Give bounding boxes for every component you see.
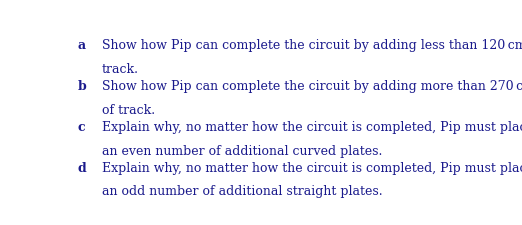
Text: Explain why, no matter how the circuit is completed, Pip must place: Explain why, no matter how the circuit i… — [102, 161, 522, 174]
Text: c: c — [77, 121, 85, 133]
Text: of track.: of track. — [102, 103, 155, 116]
Text: an even number of additional curved plates.: an even number of additional curved plat… — [102, 144, 382, 157]
Text: track.: track. — [102, 63, 139, 75]
Text: Show how Pip can complete the circuit by adding less than 120 cm of: Show how Pip can complete the circuit by… — [102, 39, 522, 52]
Text: Show how Pip can complete the circuit by adding more than 270 cm: Show how Pip can complete the circuit by… — [102, 80, 522, 93]
Text: d: d — [77, 161, 86, 174]
Text: a: a — [77, 39, 86, 52]
Text: b: b — [77, 80, 86, 93]
Text: an odd number of additional straight plates.: an odd number of additional straight pla… — [102, 185, 382, 198]
Text: Explain why, no matter how the circuit is completed, Pip must place: Explain why, no matter how the circuit i… — [102, 121, 522, 133]
